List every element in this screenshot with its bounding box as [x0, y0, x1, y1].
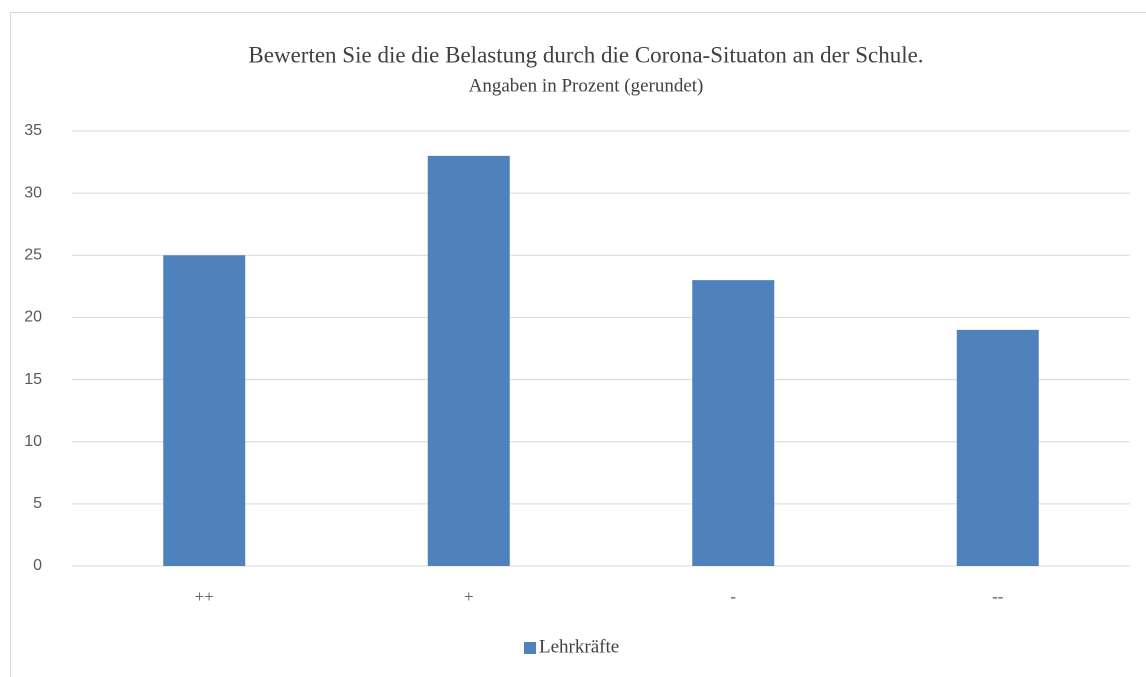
y-tick-label: 35 — [24, 122, 42, 139]
y-tick-label: 10 — [24, 433, 42, 450]
y-tick-label: 20 — [24, 309, 42, 326]
x-tick-label: - — [730, 587, 736, 606]
bar — [427, 155, 510, 566]
bar — [692, 280, 775, 566]
y-tick-label: 30 — [24, 184, 42, 201]
bar — [956, 329, 1039, 566]
y-tick-label: 0 — [33, 557, 42, 574]
bar — [163, 255, 246, 567]
x-tick-label: + — [464, 587, 474, 606]
chart-title: Bewerten Sie die die Belastung durch die… — [248, 42, 923, 67]
legend-label: Lehrkräfte — [539, 636, 619, 657]
legend-swatch — [524, 642, 536, 654]
y-tick-label: 25 — [24, 247, 42, 264]
x-tick-label: ++ — [195, 587, 214, 606]
y-tick-label: 5 — [33, 495, 42, 512]
y-tick-label: 15 — [24, 371, 42, 388]
chart-subtitle: Angaben in Prozent (gerundet) — [469, 75, 704, 96]
x-tick-label: -- — [992, 587, 1004, 606]
